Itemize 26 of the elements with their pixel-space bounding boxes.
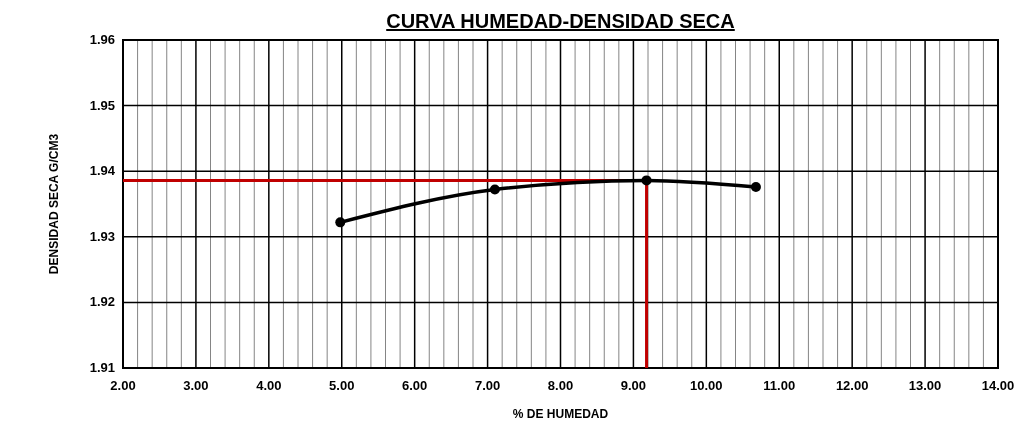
x-tick-label: 11.00 [763,378,796,393]
x-tick-label: 14.00 [981,378,1015,393]
y-axis-title: DENSIDAD SECA G/CM3 [47,133,61,275]
x-tick-label: 8.00 [547,378,574,393]
x-tick-label: 3.00 [183,378,209,393]
x-tick-label: 10.00 [690,378,723,393]
y-tick-label: 1.93 [89,228,115,244]
point [750,181,761,192]
y-tick-label: 1.95 [89,97,115,113]
x-axis-title: % DE HUMEDAD [512,407,609,421]
x-tick-label: 12.00 [835,378,869,393]
x-tick-label: 13.00 [908,378,942,393]
x-tick-label: 2.00 [110,378,136,393]
point [641,175,652,186]
x-tick-label: 4.00 [256,378,282,393]
x-tick-label: 9.00 [620,378,647,393]
x-tick-label: 5.00 [329,378,355,393]
point [335,217,346,228]
y-tick-label: 1.91 [89,360,115,375]
x-tick-label: 6.00 [402,378,428,393]
y-tick-label: 1.96 [89,32,115,47]
y-tick-label: 1.92 [89,294,115,310]
x-tick-label: 7.00 [474,378,501,393]
point [489,184,500,195]
y-tick-label: 1.94 [89,163,116,179]
chart-title: CURVA HUMEDAD-DENSIDAD SECA [386,10,735,32]
